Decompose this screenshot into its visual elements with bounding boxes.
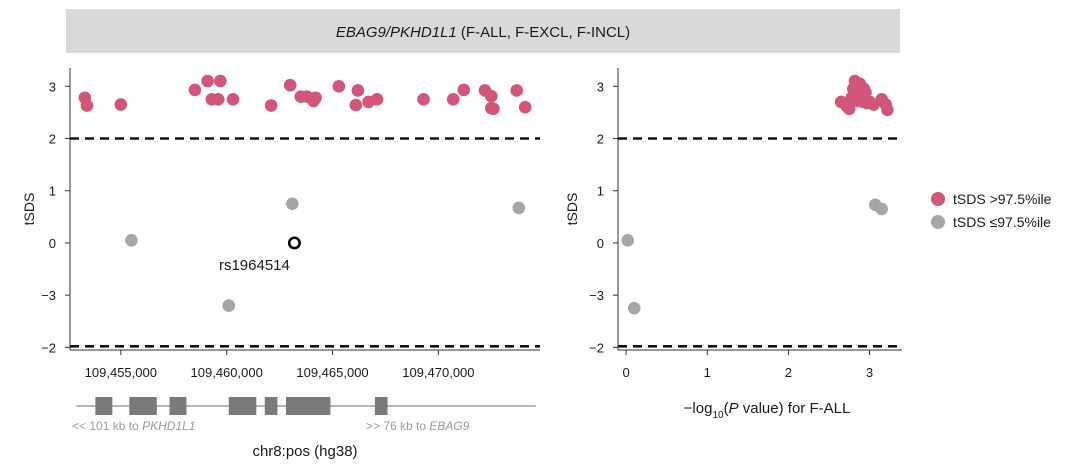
left-x-axis-label: chr8:pos (hg38): [252, 443, 357, 460]
right-y-tick-label: 0: [597, 236, 604, 251]
data-point-low: [621, 234, 635, 247]
left-x-tick-label: 109,455,000: [85, 365, 157, 380]
data-point-high: [510, 84, 524, 97]
exon-block: [169, 397, 187, 415]
data-point-high: [214, 74, 227, 88]
data-point-high: [446, 93, 460, 106]
data-point-low: [285, 197, 299, 211]
left-x-tick-label: 109,465,000: [296, 365, 368, 380]
data-point-high: [852, 91, 866, 105]
exon-block: [285, 397, 331, 415]
left-panel: −2 −3 0 1 2 3 109,455,000 109,460,000 109,465,00…: [21, 68, 540, 380]
data-point-high: [188, 83, 202, 97]
data-point-high: [457, 83, 471, 97]
data-point-high: [485, 89, 498, 103]
data-point-low: [512, 201, 526, 215]
snp-annotation-label: rs1964514: [219, 257, 290, 274]
exon-block: [374, 397, 388, 415]
header-band: [66, 9, 900, 53]
left-y-tick-label: 0: [49, 236, 56, 251]
right-y-tick-label: −3: [589, 288, 604, 303]
data-point-high: [114, 98, 128, 111]
data-point-high: [332, 79, 346, 93]
right-x-tick-label: 2: [785, 365, 792, 380]
legend-marker: [931, 215, 945, 229]
data-point-high: [518, 100, 532, 114]
right-x-label-part: (: [724, 400, 729, 417]
gene-note-left: << 101 kb to PKHD1L1: [72, 419, 195, 433]
data-point-high: [283, 78, 297, 92]
gene-note-right: >> 76 kb to EBAG9: [366, 419, 470, 433]
data-point-high: [226, 93, 240, 106]
left-y-tick-label: 1: [49, 184, 56, 199]
data-point-high: [201, 74, 214, 88]
exon-block: [228, 397, 257, 415]
left-x-tick-label: 109,460,000: [191, 365, 263, 380]
left-y-tick-label: 3: [49, 79, 56, 94]
gene-note-left-prefix: << 101 kb to: [72, 419, 142, 433]
left-x-tick-label: 109,470,000: [402, 365, 474, 380]
data-point-low: [875, 202, 889, 216]
right-x-label-part: value) for F-ALL: [739, 400, 851, 417]
header-suffix: (F-ALL, F-EXCL, F-INCL): [457, 24, 630, 41]
right-x-axis-label: −log10(P value) for F-ALL: [684, 400, 851, 421]
data-point-high: [370, 93, 384, 106]
exon-block: [264, 397, 278, 415]
right-y-tick-label: 3: [597, 79, 604, 94]
data-point-low: [125, 234, 138, 247]
data-point-low: [222, 299, 236, 312]
highlighted-snp-point: [287, 236, 301, 250]
gene-note-right-prefix: >> 76 kb to: [366, 419, 429, 433]
data-point-high: [485, 101, 498, 115]
data-point-high: [211, 93, 225, 106]
data-point-high: [309, 91, 322, 105]
legend: tSDS >97.5%ile tSDS ≤97.5%ile: [931, 191, 1052, 230]
data-point-high: [264, 99, 278, 112]
exon-block: [95, 397, 113, 415]
exon-block: [129, 397, 157, 415]
right-x-tick-label: 3: [866, 365, 873, 380]
gene-note-right-gene: EBAG9: [429, 419, 469, 433]
right-x-label-part: P: [729, 400, 739, 417]
gene-track: [76, 397, 536, 415]
data-point-high: [417, 93, 430, 106]
gene-note-left-gene: PKHD1L1: [142, 419, 195, 433]
right-y-axis-label: tSDS: [564, 193, 580, 226]
left-y-tick-label: 2: [49, 132, 56, 147]
legend-marker: [931, 192, 945, 206]
right-y-tick-label: 2: [597, 132, 604, 147]
data-point-high: [881, 103, 894, 117]
header-gene: EBAG9/PKHD1L1: [336, 24, 457, 41]
data-point-high: [351, 84, 365, 97]
right-x-tick-label: 0: [622, 365, 629, 380]
right-y-tick-label: 1: [597, 184, 604, 199]
legend-label: tSDS ≤97.5%ile: [953, 214, 1051, 230]
data-point-high: [842, 102, 856, 116]
right-y-tick-label: −2: [589, 340, 604, 355]
left-y-tick-label: −3: [41, 288, 56, 303]
data-point-low: [627, 301, 641, 315]
right-x-label-sub: 10: [712, 410, 724, 421]
header-title: EBAG9/PKHD1L1 (F-ALL, F-EXCL, F-INCL): [336, 24, 630, 41]
left-y-tick-label: −2: [41, 340, 56, 355]
legend-label: tSDS >97.5%ile: [953, 191, 1052, 207]
left-y-axis-label: tSDS: [21, 193, 37, 226]
right-x-label-part: −log: [684, 400, 713, 417]
right-x-tick-label: 1: [704, 365, 711, 380]
data-point-high: [80, 99, 94, 112]
right-panel: −2 −3 0 1 2 3 0 1 2 3 tSDS: [564, 68, 902, 380]
data-point-high: [349, 98, 363, 112]
